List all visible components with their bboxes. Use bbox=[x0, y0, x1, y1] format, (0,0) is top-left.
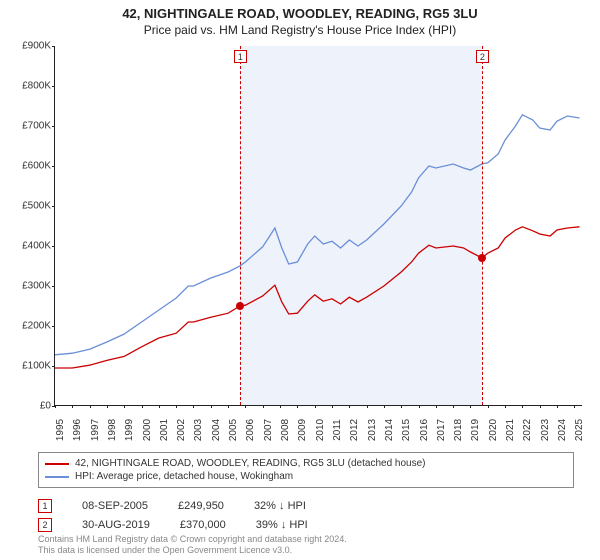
x-tick-label: 1997 bbox=[90, 419, 101, 441]
x-tick-label: 2001 bbox=[159, 419, 170, 441]
y-tick-label: £900K bbox=[5, 41, 51, 52]
x-tick-label: 1996 bbox=[72, 419, 83, 441]
y-tick-label: £400K bbox=[5, 241, 51, 252]
x-tick-label: 2025 bbox=[574, 419, 585, 441]
x-tick-label: 2005 bbox=[228, 419, 239, 441]
x-tick-label: 2019 bbox=[470, 419, 481, 441]
footnote-line1: Contains HM Land Registry data © Crown c… bbox=[38, 534, 574, 545]
legend-row-price-paid: 42, NIGHTINGALE ROAD, WOODLEY, READING, … bbox=[45, 457, 567, 470]
x-tick-label: 2009 bbox=[297, 419, 308, 441]
x-tick-label: 2022 bbox=[522, 419, 533, 441]
x-tick-label: 2014 bbox=[384, 419, 395, 441]
transaction-row-2: 2 30-AUG-2019 £370,000 39% ↓ HPI bbox=[38, 518, 574, 532]
legend-row-hpi: HPI: Average price, detached house, Woki… bbox=[45, 470, 567, 483]
transaction-dash bbox=[482, 46, 483, 405]
x-tick-label: 2020 bbox=[488, 419, 499, 441]
transaction-delta-2: 39% ↓ HPI bbox=[256, 519, 308, 531]
legend-box: 42, NIGHTINGALE ROAD, WOODLEY, READING, … bbox=[38, 452, 574, 488]
chart-subtitle: Price paid vs. HM Land Registry's House … bbox=[0, 21, 600, 41]
chart-lines-svg bbox=[55, 46, 582, 405]
chart-title: 42, NIGHTINGALE ROAD, WOODLEY, READING, … bbox=[0, 0, 600, 21]
transaction-date-1: 08-SEP-2005 bbox=[82, 500, 148, 512]
x-tick-label: 2013 bbox=[367, 419, 378, 441]
y-tick-label: £100K bbox=[5, 361, 51, 372]
footnote: Contains HM Land Registry data © Crown c… bbox=[38, 534, 574, 557]
y-tick-label: £0 bbox=[5, 401, 51, 412]
series-line-hpi bbox=[55, 115, 580, 355]
x-tick-label: 1999 bbox=[124, 419, 135, 441]
transaction-delta-1: 32% ↓ HPI bbox=[254, 500, 306, 512]
legend-swatch-price-paid bbox=[45, 463, 69, 465]
transaction-dot bbox=[478, 254, 486, 262]
y-tick-label: £300K bbox=[5, 281, 51, 292]
x-tick-label: 2000 bbox=[142, 419, 153, 441]
x-tick-label: 2004 bbox=[211, 419, 222, 441]
chart-plot-area: £0£100K£200K£300K£400K£500K£600K£700K£80… bbox=[54, 46, 582, 406]
transaction-price-1: £249,950 bbox=[178, 500, 224, 512]
transaction-marker-chart: 2 bbox=[476, 50, 489, 63]
x-tick-label: 1998 bbox=[107, 419, 118, 441]
x-tick-label: 2002 bbox=[176, 419, 187, 441]
x-tick-label: 2016 bbox=[419, 419, 430, 441]
transaction-marker-chart: 1 bbox=[234, 50, 247, 63]
y-tick-label: £600K bbox=[5, 161, 51, 172]
x-tick-label: 2015 bbox=[401, 419, 412, 441]
y-tick-label: £800K bbox=[5, 81, 51, 92]
y-tick-label: £700K bbox=[5, 121, 51, 132]
x-tick-label: 2003 bbox=[193, 419, 204, 441]
x-tick-label: 2018 bbox=[453, 419, 464, 441]
chart-container: 42, NIGHTINGALE ROAD, WOODLEY, READING, … bbox=[0, 0, 600, 560]
x-tick-label: 1995 bbox=[55, 419, 66, 441]
transaction-price-2: £370,000 bbox=[180, 519, 226, 531]
x-tick-label: 2021 bbox=[505, 419, 516, 441]
legend-label-price-paid: 42, NIGHTINGALE ROAD, WOODLEY, READING, … bbox=[75, 458, 426, 469]
transaction-marker-1: 1 bbox=[38, 499, 52, 513]
series-line-price_paid bbox=[55, 227, 580, 368]
x-tick-label: 2007 bbox=[263, 419, 274, 441]
x-tick-label: 2011 bbox=[332, 419, 343, 441]
x-tick-label: 2012 bbox=[349, 419, 360, 441]
legend-label-hpi: HPI: Average price, detached house, Woki… bbox=[75, 471, 293, 482]
footnote-line2: This data is licensed under the Open Gov… bbox=[38, 545, 574, 556]
transaction-dash bbox=[240, 46, 241, 405]
x-tick-label: 2010 bbox=[315, 419, 326, 441]
x-tick-label: 2017 bbox=[436, 419, 447, 441]
legend-swatch-hpi bbox=[45, 476, 69, 478]
transaction-dot bbox=[236, 302, 244, 310]
transaction-row-1: 1 08-SEP-2005 £249,950 32% ↓ HPI bbox=[38, 499, 574, 513]
x-tick-label: 2024 bbox=[557, 419, 568, 441]
y-tick-label: £200K bbox=[5, 321, 51, 332]
y-tick-label: £500K bbox=[5, 201, 51, 212]
x-tick-label: 2023 bbox=[540, 419, 551, 441]
transaction-marker-2: 2 bbox=[38, 518, 52, 532]
x-tick-label: 2008 bbox=[280, 419, 291, 441]
x-tick-label: 2006 bbox=[245, 419, 256, 441]
transaction-date-2: 30-AUG-2019 bbox=[82, 519, 150, 531]
